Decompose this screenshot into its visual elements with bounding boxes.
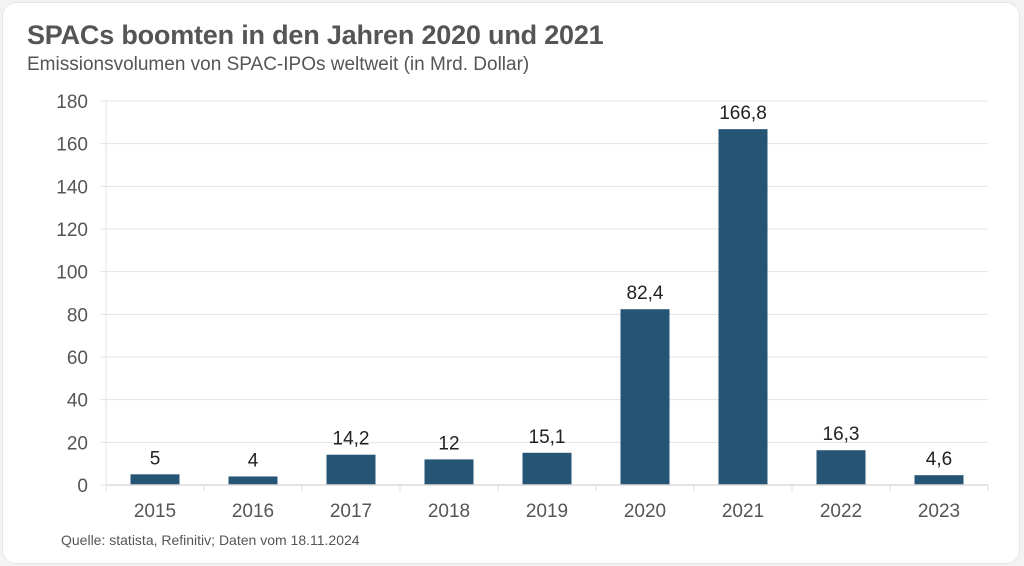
y-tick-label: 100 [56, 263, 88, 284]
y-tick-label: 120 [56, 220, 88, 241]
bar [228, 476, 278, 485]
data-label: 166,8 [719, 103, 767, 124]
bar [620, 309, 670, 485]
chart-subtitle: Emissionsvolumen von SPAC-IPOs weltweit … [27, 54, 530, 75]
bar [816, 450, 866, 485]
bar [326, 454, 376, 485]
y-tick-label: 180 [56, 92, 88, 113]
data-label: 16,3 [823, 424, 860, 445]
chart-title: SPACs boomten in den Jahren 2020 und 202… [27, 20, 604, 50]
data-label: 4,6 [926, 449, 952, 470]
x-axis: 2015 2016 2017 2018 2019 2020 2021 2022 2023 [106, 484, 989, 522]
data-labels: 5 4 14,2 12 15,1 82,4 166,8 16,3 4,6 [150, 103, 953, 471]
y-tick-label: 0 [77, 476, 88, 497]
bar [424, 459, 474, 485]
x-tick-label: 2021 [722, 501, 764, 522]
y-tick-label: 60 [67, 348, 88, 369]
bars [130, 129, 964, 485]
source-note: Quelle: statista, Refinitiv; Daten vom 1… [61, 532, 360, 548]
bar [914, 475, 964, 485]
y-tick-label: 20 [67, 433, 88, 454]
y-tick-label: 140 [56, 177, 88, 198]
data-label: 5 [150, 448, 161, 469]
x-tick-label: 2015 [134, 501, 176, 522]
x-tick-label: 2018 [428, 501, 470, 522]
x-tick-label: 2020 [624, 501, 666, 522]
x-tick-label: 2016 [232, 501, 274, 522]
x-tick-label: 2017 [330, 501, 372, 522]
y-tick-label: 40 [67, 391, 88, 412]
data-label: 15,1 [529, 427, 566, 448]
x-tick-label: 2019 [526, 501, 568, 522]
y-axis-ticks: 0 20 40 60 80 100 120 140 160 180 [56, 92, 88, 497]
x-tick-label: 2022 [820, 501, 862, 522]
bar [718, 129, 768, 485]
data-label: 4 [248, 450, 259, 471]
bar [130, 474, 180, 485]
data-label: 82,4 [627, 283, 664, 304]
bar [522, 452, 572, 485]
x-tick-label: 2023 [918, 501, 960, 522]
data-label: 12 [438, 433, 459, 454]
gridlines [100, 100, 988, 491]
data-label: 14,2 [333, 429, 370, 450]
y-tick-label: 80 [67, 305, 88, 326]
y-tick-label: 160 [56, 135, 88, 156]
